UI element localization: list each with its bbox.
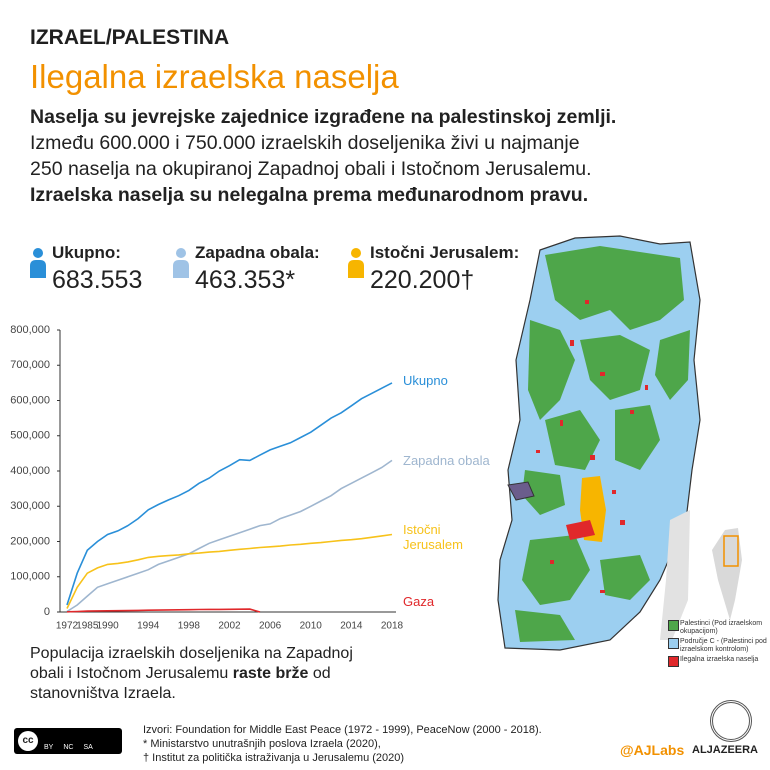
inset-country — [712, 528, 742, 620]
license-term: SA — [83, 744, 93, 751]
lead: Naselja su jevrejske zajednice izgrađene… — [30, 106, 617, 128]
x-tick-label: 2018 — [381, 621, 404, 632]
person-icon — [173, 248, 189, 278]
stat-value: 683.553 — [52, 266, 143, 294]
series-line — [66, 608, 261, 613]
x-tick-label: 2014 — [340, 621, 363, 632]
x-tick-label: 2010 — [300, 621, 323, 632]
lake — [507, 481, 535, 501]
body-line: Između 600.000 i 750.000 izraelskih dose… — [30, 132, 580, 154]
license-terms: BY NC SA — [44, 744, 93, 751]
stat-value: 220.200† — [370, 266, 475, 294]
closing: Izraelska naselja su nelegalna prema međ… — [30, 184, 589, 206]
region — [522, 470, 565, 515]
legend-label: Područje C - (Palestinci pod izraelskom … — [680, 638, 767, 653]
brand-logo — [710, 700, 752, 742]
region — [545, 410, 600, 470]
icon-body — [348, 260, 364, 278]
x-tick-label: 1994 — [137, 621, 160, 632]
icon-body — [30, 260, 46, 278]
legend-label: Palestinci (Pod izraelskom okupacijom) — [680, 620, 763, 635]
map — [497, 235, 701, 651]
series-line — [66, 459, 393, 613]
note-text: od stanovništva Izraela. — [30, 665, 331, 702]
settlement — [566, 520, 595, 540]
region — [515, 610, 575, 642]
icon-head — [33, 248, 43, 258]
license-badge: cc BY NC SA — [14, 728, 122, 754]
y-tick-label: 700,000 — [10, 359, 50, 371]
credit: @AJLabs — [620, 742, 685, 758]
x-tick-label: 2002 — [218, 621, 241, 632]
brand: ALJAZEERA — [692, 744, 759, 756]
icon-head — [351, 248, 361, 258]
license-term: BY — [44, 744, 54, 751]
icon-head — [176, 248, 186, 258]
stat-label: Istočni Jerusalem: — [370, 243, 520, 262]
series-line — [66, 382, 393, 606]
region — [522, 535, 590, 605]
person-icon — [30, 248, 46, 278]
stat-value: 463.353* — [195, 266, 296, 294]
series-label: Zapadna obala — [403, 453, 490, 468]
series-label: Istočni Jerusalem — [403, 522, 463, 552]
region — [600, 555, 650, 600]
region — [580, 335, 650, 400]
y-tick-label: 800,000 — [10, 324, 50, 336]
legend-swatch — [668, 638, 679, 649]
title: Ilegalna izraelska naselja — [30, 58, 399, 95]
x-tick-label: 1985 — [76, 621, 99, 632]
legend-swatch — [668, 620, 679, 631]
kicker: IZRAEL/PALESTINA — [30, 26, 230, 49]
note-emphasis: raste brže — [232, 665, 309, 682]
cc-icon: cc — [18, 731, 38, 751]
legend-label: Ilegalna izraelska naselja — [680, 656, 759, 663]
y-tick-label: 300,000 — [10, 500, 50, 512]
person-icon — [348, 248, 364, 278]
series-label: Gaza — [403, 594, 435, 609]
y-tick-label: 500,000 — [10, 430, 50, 442]
y-tick-label: 0 — [44, 606, 50, 618]
x-tick-label: 2006 — [259, 621, 282, 632]
note-text: Populacija izraelskih doseljenika na Zap… — [30, 645, 353, 682]
stat-label: Ukupno: — [52, 243, 121, 262]
inset-box — [723, 535, 739, 567]
region — [615, 405, 660, 470]
series-line — [66, 533, 393, 609]
y-tick-label: 200,000 — [10, 535, 50, 547]
note: Populacija izraelskih doseljenika na Zap… — [30, 644, 380, 704]
source: † Institut za politička istraživanja u J… — [143, 752, 405, 764]
x-tick-label: 1998 — [178, 621, 201, 632]
series-label: Ukupno — [403, 373, 448, 388]
dead-sea — [660, 510, 690, 640]
y-tick-label: 400,000 — [10, 465, 50, 477]
region — [528, 320, 575, 420]
body-line: 250 naselja na okupiranoj Zapadnoj obali… — [30, 158, 592, 180]
inset-map — [712, 528, 742, 620]
settlements — [536, 300, 648, 593]
license-term: NC — [63, 744, 74, 751]
source: * Ministarstvo unutrašnjih poslova Izrae… — [143, 738, 381, 750]
region — [545, 246, 684, 330]
y-tick-label: 100,000 — [10, 571, 50, 583]
stat-label: Zapadna obala: — [195, 243, 320, 262]
y-tick-label: 600,000 — [10, 394, 50, 406]
source: Izvori: Foundation for Middle East Peace… — [143, 724, 542, 736]
legend-swatch — [668, 656, 679, 667]
x-tick-label: 1990 — [97, 621, 120, 632]
icon-body — [173, 260, 189, 278]
region — [655, 330, 690, 400]
x-tick-label: 1972 — [56, 621, 79, 632]
